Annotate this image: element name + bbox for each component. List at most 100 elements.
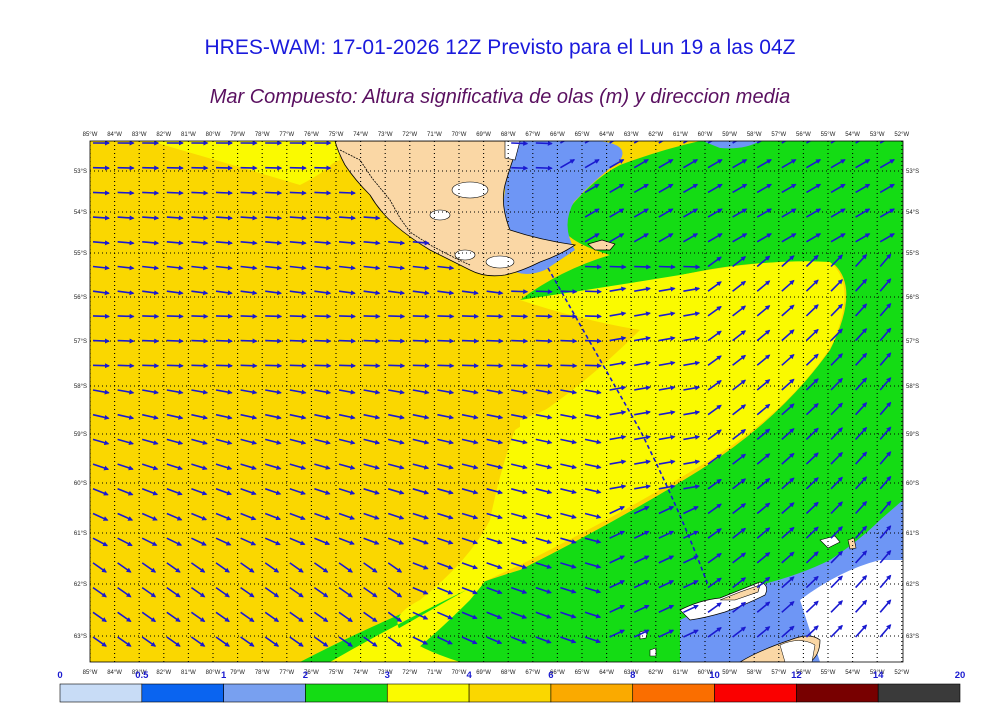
wave-arrow <box>486 290 504 296</box>
map-title: HRES-WAM: 17-01-2026 12Z Previsto para e… <box>204 36 796 59</box>
lon-tick-bottom: 78°W <box>255 670 270 676</box>
wave-arrow <box>658 410 676 416</box>
wave-band-3-4-tongue <box>330 261 845 662</box>
wave-arrow <box>191 290 209 296</box>
lat-tick-left: 60°S <box>74 481 87 487</box>
wave-arrow <box>486 413 504 420</box>
wave-arrow <box>117 338 135 344</box>
wave-arrow <box>584 159 600 169</box>
wave-arrow <box>609 336 627 342</box>
wave-arrow <box>215 438 233 445</box>
lon-tick-bottom: 73°W <box>378 670 393 676</box>
lon-tick-bottom: 60°W <box>698 670 713 676</box>
wave-arrow <box>437 463 454 470</box>
wave-arrow <box>781 601 795 613</box>
lon-tick-bottom: 80°W <box>206 670 221 676</box>
wave-arrow <box>633 555 650 564</box>
wave-arrow <box>732 280 747 292</box>
wave-arrow <box>609 385 627 391</box>
wave-arrow <box>658 555 675 564</box>
wave-arrow <box>314 463 331 470</box>
colorbar-swatch <box>796 683 879 703</box>
colorbar-swatch <box>632 683 715 703</box>
wave-arrow <box>511 438 528 445</box>
wave-arrow <box>584 313 602 319</box>
wave-arrow <box>756 626 771 638</box>
wave-arrow <box>388 389 405 395</box>
wave-arrow <box>412 313 430 319</box>
wave-arrow <box>732 354 747 366</box>
lon-tick-bottom: 79°W <box>230 670 245 676</box>
wave-arrow <box>314 537 331 546</box>
wave-arrow <box>486 537 503 545</box>
wave-arrow <box>265 363 283 369</box>
wave-arrow <box>905 160 919 168</box>
wave-arrow <box>215 488 233 496</box>
wave-arrow <box>633 506 650 515</box>
wave-arrow <box>388 265 406 271</box>
wave-arrow <box>584 363 602 369</box>
wave-arrow <box>756 141 763 144</box>
wave-band-2-3 <box>300 141 903 662</box>
wave-arrow <box>363 363 381 369</box>
lon-tick-top: 56°W <box>796 132 811 138</box>
wave-arrow <box>879 159 895 169</box>
wave-arrow <box>560 338 578 344</box>
lat-tick-right: 55°S <box>906 251 919 257</box>
colorbar-swatch <box>223 683 306 703</box>
wave-arrow <box>142 240 160 246</box>
wave-arrow <box>412 537 429 545</box>
wave-arrow <box>732 141 738 144</box>
wave-arrow <box>855 575 868 589</box>
wave-arrow <box>117 240 135 246</box>
wave-arrow <box>781 625 795 638</box>
wave-arrow <box>756 255 771 268</box>
lon-tick-top: 85°W <box>83 132 98 138</box>
wave-arrow <box>412 463 430 470</box>
wave-arrow <box>142 265 160 271</box>
wave-arrow <box>805 304 819 317</box>
lat-tick-right: 56°S <box>906 295 919 301</box>
wave-arrow <box>314 290 332 296</box>
wave-arrow <box>830 183 846 194</box>
wave-arrow <box>535 586 552 594</box>
wave-arrow <box>560 636 577 644</box>
wave-arrow <box>289 636 304 647</box>
wave-arrow <box>338 265 356 271</box>
lon-tick-bottom: 70°W <box>452 670 467 676</box>
wave-arrow <box>461 636 478 645</box>
wave-arrow <box>855 328 868 342</box>
wave-arrow <box>166 463 183 471</box>
wave-arrow <box>338 562 353 573</box>
wave-arrow <box>683 336 701 342</box>
wave-arrow <box>191 537 207 546</box>
wave-arrow <box>510 562 528 570</box>
wave-arrow <box>265 215 283 221</box>
lon-tick-top: 63°W <box>624 132 639 138</box>
wave-arrow <box>781 576 795 589</box>
wave-arrow <box>461 611 478 620</box>
wave-arrow <box>781 159 797 169</box>
wave-arrow <box>683 506 699 515</box>
wave-arrow <box>879 401 892 416</box>
wave-arrow <box>830 575 843 589</box>
wave-arrow <box>363 463 380 470</box>
wave-arrow <box>683 286 701 292</box>
wave-arrow <box>658 311 676 317</box>
lon-tick-top: 80°W <box>206 132 221 138</box>
wave-arrow <box>805 501 819 515</box>
wave-arrow <box>166 215 184 221</box>
wave-arrow <box>486 611 503 620</box>
lon-tick-bottom: 83°W <box>132 670 147 676</box>
wave-arrow <box>905 402 915 415</box>
wave-arrow <box>584 512 602 519</box>
wave-arrow <box>855 624 868 638</box>
lon-tick-top: 73°W <box>378 132 393 138</box>
wave-arrow <box>289 438 307 445</box>
wave-arrow <box>855 208 871 218</box>
wave-arrow <box>289 586 304 598</box>
wave-arrow <box>560 159 576 169</box>
wave-arrow <box>461 363 479 369</box>
wave-arrow <box>511 165 529 171</box>
wave-arrow <box>166 290 184 296</box>
